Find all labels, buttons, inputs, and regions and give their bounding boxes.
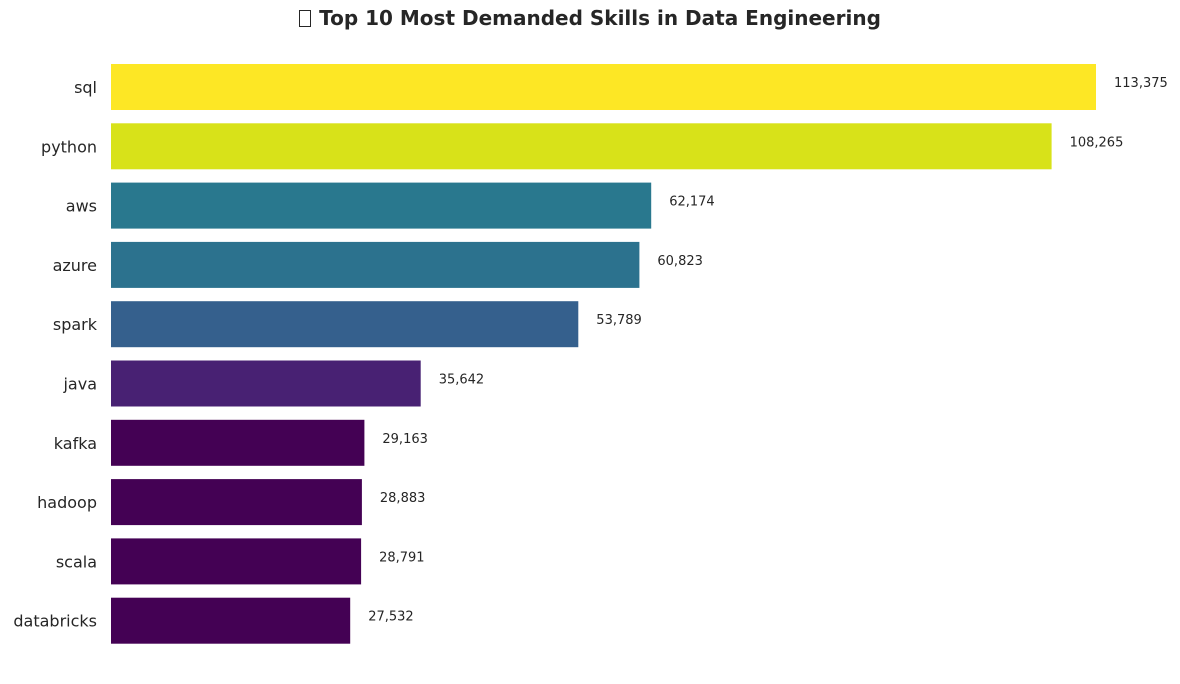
bar-azure xyxy=(111,241,640,288)
bar-python xyxy=(111,123,1052,170)
category-label-aws: aws xyxy=(66,197,97,216)
bar-scala xyxy=(111,538,362,585)
bar-sql xyxy=(111,64,1096,110)
category-label-spark: spark xyxy=(53,315,98,334)
category-label-kafka: kafka xyxy=(54,434,97,453)
value-label-scala: 28,791 xyxy=(379,550,425,565)
bar-databricks xyxy=(111,597,351,644)
bar-spark xyxy=(111,301,579,348)
value-label-aws: 62,174 xyxy=(669,195,715,210)
category-label-azure: azure xyxy=(53,256,97,275)
value-label-azure: 60,823 xyxy=(657,254,703,269)
category-label-databricks: databricks xyxy=(13,612,97,631)
bar-aws xyxy=(111,182,652,229)
value-label-kafka: 29,163 xyxy=(382,432,428,447)
value-label-sql: 113,375 xyxy=(1114,76,1168,91)
value-label-databricks: 27,532 xyxy=(368,610,414,625)
bar-kafka xyxy=(111,419,365,466)
category-label-scala: scala xyxy=(56,552,97,571)
value-labels-group: 113,375 108,265 62,174 60,823 53,789 35,642 29… xyxy=(368,76,1168,625)
value-label-java: 35,642 xyxy=(439,373,485,388)
bar-java xyxy=(111,360,421,407)
value-label-spark: 53,789 xyxy=(596,313,642,328)
missing-glyph-icon xyxy=(299,10,312,27)
chart-title: Top 10 Most Demanded Skills in Data Engi… xyxy=(0,6,1180,30)
value-label-hadoop: 28,883 xyxy=(380,491,426,506)
category-label-hadoop: hadoop xyxy=(37,493,97,512)
category-labels-group: sql python aws azure spark java kafka hadoop sca… xyxy=(13,78,97,631)
category-label-java: java xyxy=(62,375,97,394)
bars-group xyxy=(111,64,1096,644)
chart-title-text: Top 10 Most Demanded Skills in Data Engi… xyxy=(319,6,881,30)
value-label-python: 108,265 xyxy=(1070,135,1124,150)
category-label-sql: sql xyxy=(74,78,97,97)
category-label-python: python xyxy=(41,137,97,156)
bar-hadoop xyxy=(111,479,362,526)
